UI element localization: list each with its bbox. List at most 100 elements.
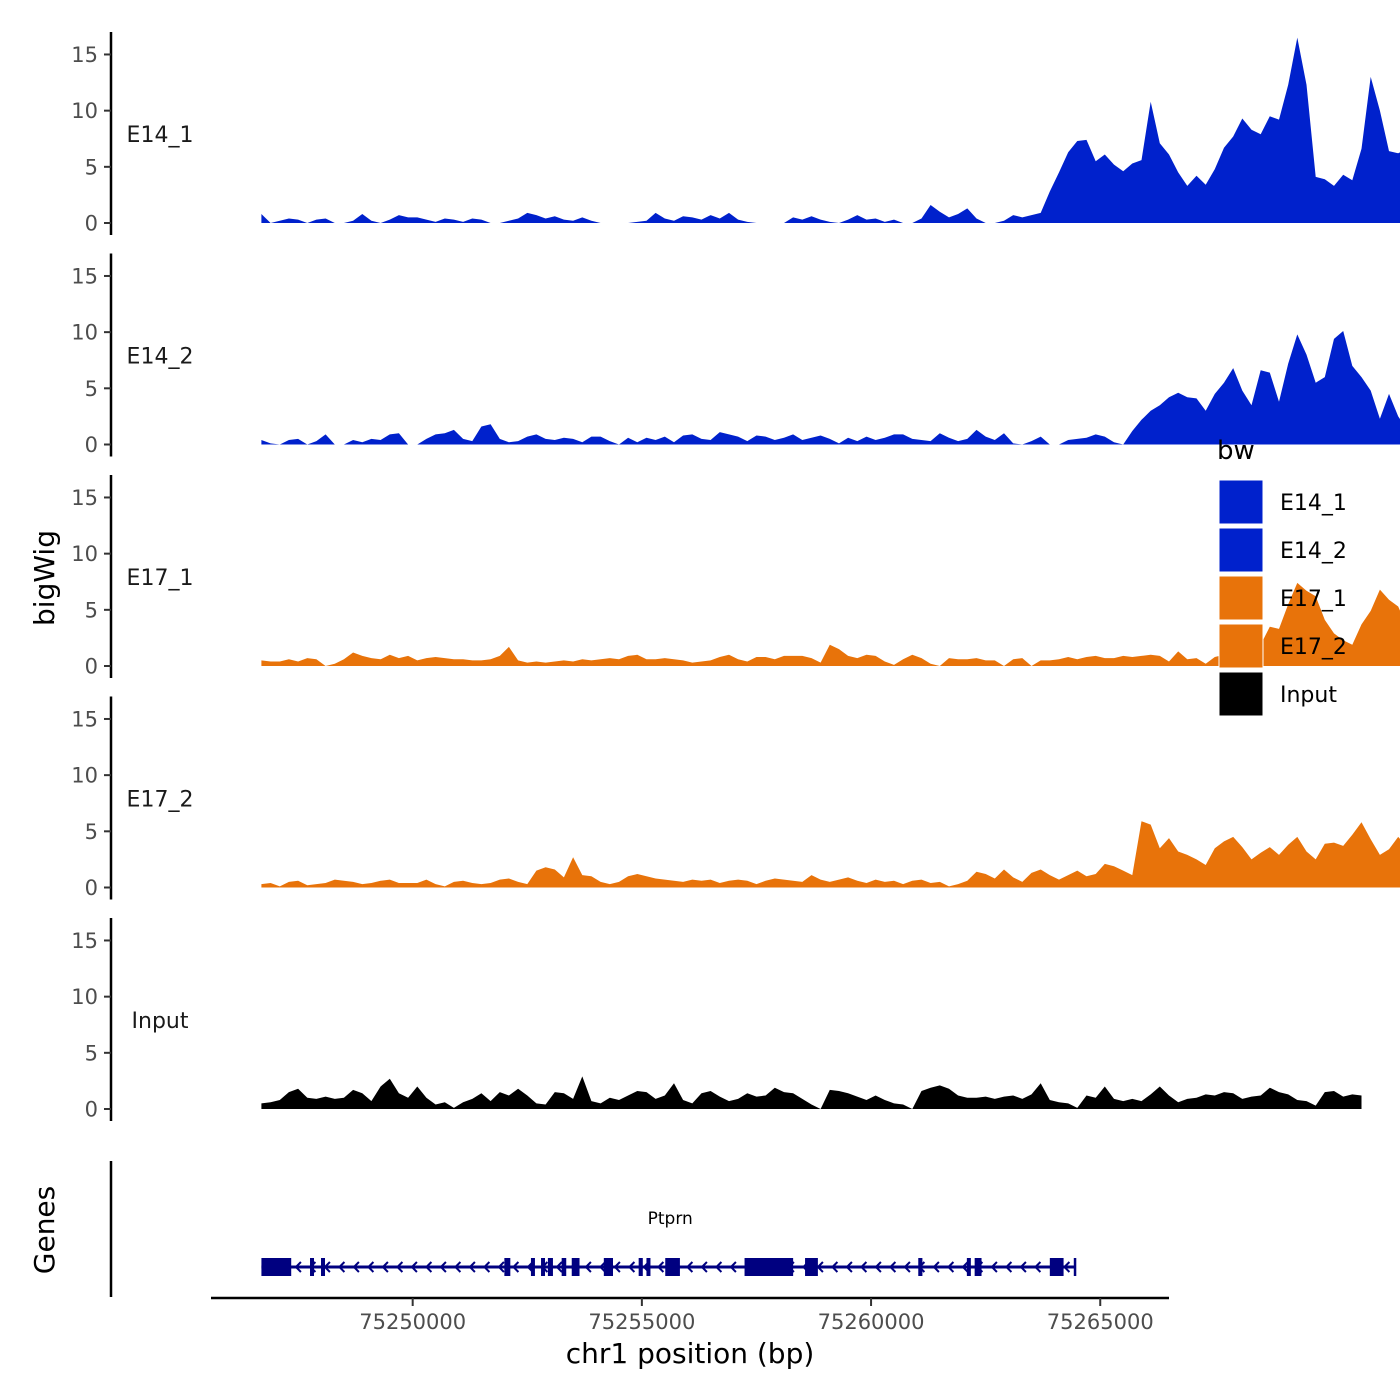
signal-area-E14_1 [261, 37, 1400, 223]
strand-arrow [1063, 1261, 1071, 1273]
strand-arrow [396, 1261, 404, 1273]
legend-label: E14_2 [1280, 539, 1347, 564]
genes-track: Ptprn [109, 1161, 1077, 1297]
x-tick-label: 75260000 [818, 1310, 925, 1334]
strand-arrow [831, 1261, 839, 1273]
gene-exon [541, 1258, 546, 1276]
strand-arrow [512, 1261, 520, 1273]
strand-arrow [468, 1261, 476, 1273]
strand-arrow [889, 1261, 897, 1273]
strand-arrow [657, 1261, 665, 1273]
gene-exon [571, 1258, 580, 1276]
strand-arrow [845, 1261, 853, 1273]
legend-label: E14_1 [1280, 491, 1347, 516]
x-tick-label: 75250000 [359, 1310, 466, 1334]
y-tick-label: 5 [85, 155, 98, 179]
track-label: E14_1 [127, 123, 194, 148]
strand-arrow [439, 1261, 447, 1273]
gene-exon [561, 1258, 567, 1276]
gene-exon [547, 1258, 553, 1276]
y-tick-label: 0 [85, 212, 98, 236]
x-axis-title: chr1 position (bp) [566, 1337, 815, 1370]
legend-label: E17_2 [1280, 635, 1347, 660]
strand-arrow [555, 1261, 563, 1273]
gene-exon [261, 1258, 292, 1276]
legend-swatch [1218, 575, 1264, 621]
y-tick-label: 10 [71, 99, 98, 123]
strand-arrow [903, 1261, 911, 1273]
track-label: E17_2 [127, 788, 194, 813]
y-tick-label: 0 [85, 655, 98, 679]
track-label: E14_2 [127, 345, 194, 370]
gene-exon [638, 1258, 643, 1276]
y-tick-label: 15 [71, 43, 98, 67]
gene-exon [744, 1258, 794, 1276]
strand-arrow [584, 1261, 592, 1273]
legend-swatch [1218, 479, 1264, 525]
strand-arrow [700, 1261, 708, 1273]
strand-arrow [497, 1261, 505, 1273]
strand-arrow [628, 1261, 636, 1273]
y-tick-label: 0 [85, 876, 98, 900]
strand-arrow [410, 1261, 418, 1273]
gene-exon [603, 1258, 613, 1276]
y-tick-label: 5 [85, 598, 98, 622]
strand-arrow [947, 1261, 955, 1273]
strand-arrow [729, 1261, 737, 1273]
legend-label: Input [1280, 683, 1337, 708]
gene-exon [310, 1258, 315, 1276]
tracks-group: 0 5 10 15 E14_1 0 5 10 15 E14_2 0 5 10 15 E17_1 0 5 10 15 E… [71, 32, 1400, 1122]
strand-arrow [1034, 1261, 1042, 1273]
strand-arrow [454, 1261, 462, 1273]
y-tick-label: 10 [71, 764, 98, 788]
strand-arrow [961, 1261, 969, 1273]
track-E17_2: 0 5 10 15 E17_2 [71, 696, 1400, 900]
y-tick-label: 0 [85, 433, 98, 457]
y-tick-label: 15 [71, 707, 98, 731]
gene-exon [504, 1258, 511, 1276]
track-label: Input [132, 1009, 189, 1034]
y-tick-label: 10 [71, 985, 98, 1009]
y-tick-label: 15 [71, 486, 98, 510]
track-label: E17_1 [127, 566, 194, 591]
signal-area-E17_2 [261, 821, 1400, 888]
y-axis-title: bigWig [28, 530, 61, 626]
gene-exon [321, 1258, 326, 1276]
x-axis: 75250000 75255000 75260000 75265000 [211, 1296, 1169, 1334]
strand-arrow [686, 1261, 694, 1273]
legend-swatch [1218, 671, 1264, 717]
y-tick-label: 5 [85, 820, 98, 844]
strand-arrow [932, 1261, 940, 1273]
strand-arrow [338, 1261, 346, 1273]
strand-arrow [1005, 1261, 1013, 1273]
gene-exon [918, 1258, 923, 1276]
y-tick-label: 0 [85, 1098, 98, 1122]
gene-exon [530, 1258, 535, 1276]
signal-area-Input [261, 1076, 1362, 1109]
gene-exon [974, 1258, 982, 1276]
gene-exon [805, 1258, 818, 1276]
track-E14_2: 0 5 10 15 E14_2 [71, 253, 1400, 457]
gene-exon [667, 1258, 680, 1276]
y-tick-label: 5 [85, 377, 98, 401]
legend-label: E17_1 [1280, 587, 1347, 612]
strand-arrow [715, 1261, 723, 1273]
strand-arrow [294, 1261, 302, 1273]
x-tick-label: 75255000 [588, 1310, 695, 1334]
strand-arrow [1019, 1261, 1027, 1273]
strand-arrow [367, 1261, 375, 1273]
legend-swatch [1218, 623, 1264, 669]
strand-arrow [860, 1261, 868, 1273]
gene-exon [646, 1258, 651, 1276]
legend-title: bw [1217, 436, 1255, 466]
gene-exon [966, 1258, 971, 1276]
x-tick-label: 75265000 [1047, 1310, 1154, 1334]
strand-arrow [990, 1261, 998, 1273]
strand-arrow [599, 1261, 607, 1273]
y-tick-label: 5 [85, 1041, 98, 1065]
strand-arrow [613, 1261, 621, 1273]
strand-arrow [874, 1261, 882, 1273]
y-tick-label: 10 [71, 321, 98, 345]
signal-area-E17_1 [261, 582, 1400, 666]
